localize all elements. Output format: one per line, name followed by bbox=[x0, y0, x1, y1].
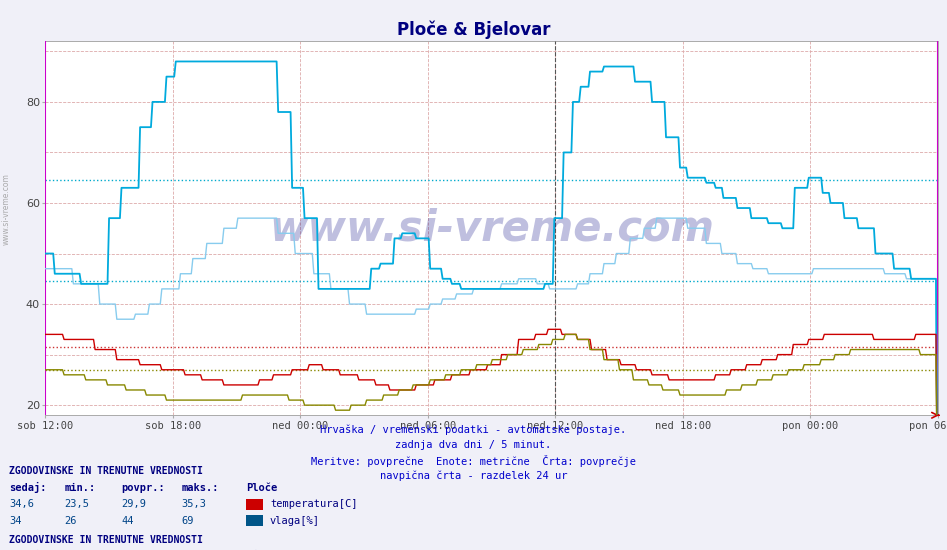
Text: Meritve: povprečne  Enote: metrične  Črta: povprečje: Meritve: povprečne Enote: metrične Črta:… bbox=[311, 455, 636, 468]
Text: 35,3: 35,3 bbox=[182, 499, 206, 509]
Text: ZGODOVINSKE IN TRENUTNE VREDNOSTI: ZGODOVINSKE IN TRENUTNE VREDNOSTI bbox=[9, 535, 204, 545]
Text: Ploče: Ploče bbox=[246, 482, 277, 493]
Text: 34: 34 bbox=[9, 515, 22, 526]
Text: www.si-vreme.com: www.si-vreme.com bbox=[2, 173, 11, 245]
Text: 26: 26 bbox=[64, 515, 77, 526]
Text: 29,9: 29,9 bbox=[121, 499, 146, 509]
Text: vlaga[%]: vlaga[%] bbox=[270, 515, 320, 526]
Text: maks.:: maks.: bbox=[182, 482, 220, 493]
Text: temperatura[C]: temperatura[C] bbox=[270, 499, 357, 509]
Text: 44: 44 bbox=[121, 515, 134, 526]
Text: Ploče & Bjelovar: Ploče & Bjelovar bbox=[397, 21, 550, 40]
Text: navpična črta - razdelek 24 ur: navpična črta - razdelek 24 ur bbox=[380, 471, 567, 481]
Text: 23,5: 23,5 bbox=[64, 499, 89, 509]
Text: min.:: min.: bbox=[64, 482, 96, 493]
Text: povpr.:: povpr.: bbox=[121, 482, 165, 493]
Text: ZGODOVINSKE IN TRENUTNE VREDNOSTI: ZGODOVINSKE IN TRENUTNE VREDNOSTI bbox=[9, 466, 204, 476]
Text: www.si-vreme.com: www.si-vreme.com bbox=[269, 207, 714, 249]
Text: 34,6: 34,6 bbox=[9, 499, 34, 509]
Text: Hrvaška / vremenski podatki - avtomatske postaje.: Hrvaška / vremenski podatki - avtomatske… bbox=[320, 425, 627, 435]
Text: sedaj:: sedaj: bbox=[9, 482, 47, 493]
Text: zadnja dva dni / 5 minut.: zadnja dva dni / 5 minut. bbox=[396, 440, 551, 450]
Text: 69: 69 bbox=[182, 515, 194, 526]
